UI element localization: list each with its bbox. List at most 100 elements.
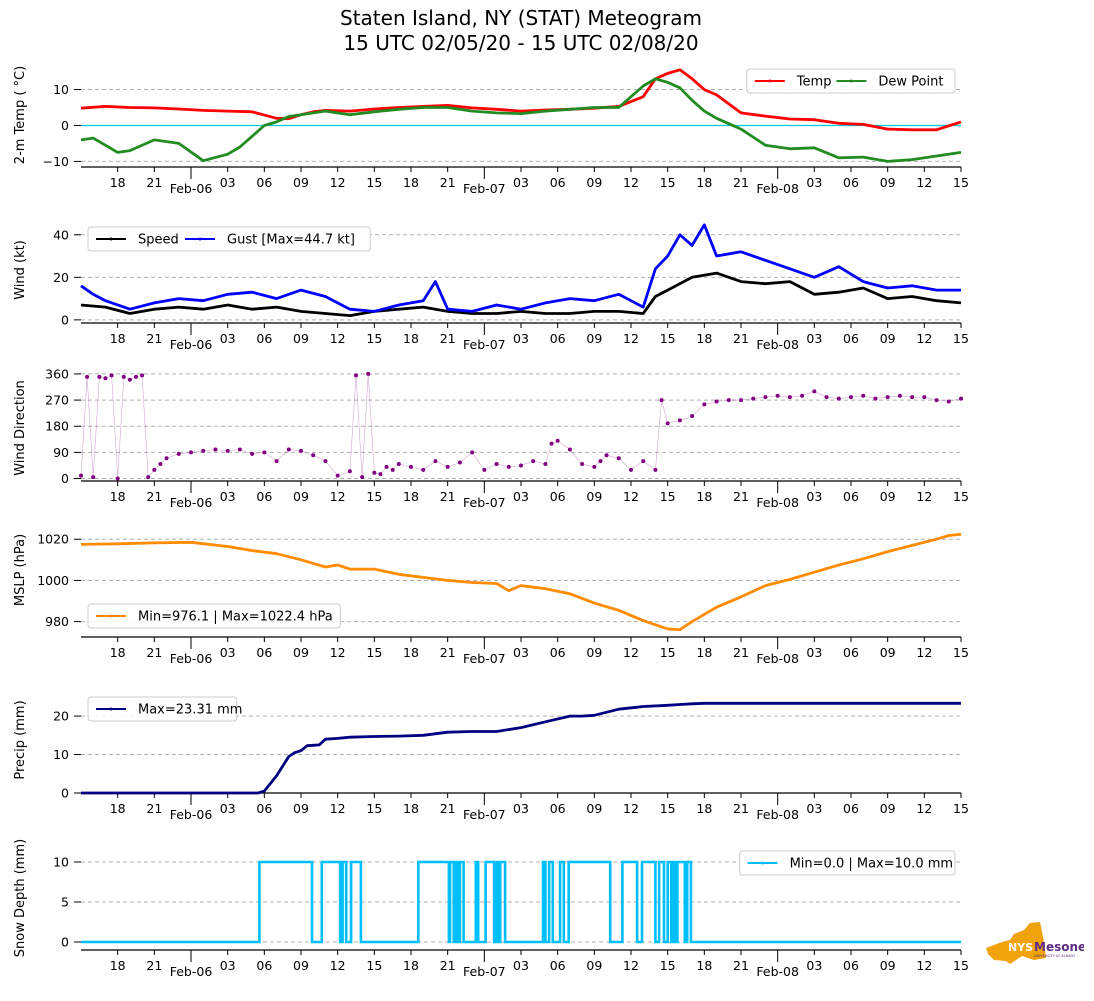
chart-title: Staten Island, NY (STAT) Meteogram 15 UT… [0,6,1042,56]
wind-direction-point [97,374,102,379]
wind-direction-point [91,475,96,480]
wind-direction-point [176,451,181,456]
panel-snow-depth: 0 5 10 Snow Depth (mm) 18 21 03 06 09 12 15 18 21 03 0… [13,839,969,979]
x-tick-label: 06 [256,175,272,190]
ny-state-shape-icon [986,922,1046,964]
legend-marker [761,861,765,865]
wind-direction-point [311,453,316,458]
x-tick-label: 15 [660,958,676,973]
x-tick-label: 12 [623,489,639,504]
wind-direction-point [519,463,523,468]
panel-wind: 0 20 40 Wind (kt) 18 21 03 06 09 12 15 18 21 03 06 09 12… [13,223,969,352]
x-tick-label: 03 [513,175,529,190]
wind-direction-point [109,373,114,378]
chart-title-line1: Staten Island, NY (STAT) Meteogram [340,6,702,30]
x-tick-label: 18 [110,958,126,973]
x-tick-label: 09 [586,801,602,816]
wind-direction-point [121,374,126,379]
nys-mesonet-logo: NYS Mesonet UNIVERSITY AT ALBANY [986,922,1084,964]
x-tick-label: 06 [550,331,566,346]
x-day-label: Feb-07 [463,651,506,666]
x-tick-label: 03 [220,801,236,816]
y-tick-label: 1020 [37,532,69,547]
wind-direction-point [201,448,206,453]
wind-direction-point [152,467,157,472]
x-tick-label: 18 [110,801,126,816]
x-day-label: Feb-08 [756,181,799,196]
logo-nys-text: NYS [1008,941,1033,954]
y-axis-label: MSLP (hPa) [13,534,28,606]
y-axis-label: Snow Depth (mm) [13,839,28,957]
wind-direction-point [531,459,536,464]
x-tick-label: 03 [806,645,822,660]
wind-direction-point [897,393,902,398]
x-tick-label: 21 [146,175,162,190]
x-day-label: Feb-08 [756,964,799,979]
panel-mslp: 980 1000 1020 MSLP (hPa) 18 21 03 06 09 12 15 18 21 0… [13,532,969,666]
x-tick-label: 03 [220,175,236,190]
legend-label: Max=23.31 mm [138,703,242,718]
wind-direction-point [189,450,193,455]
legend-label: Min=0.0 | Max=10.0 mm [790,857,953,872]
x-tick-label: 15 [953,331,969,346]
x-tick-label: 12 [916,801,932,816]
wind-direction-point [702,402,707,407]
x-tick-label: 12 [916,489,932,504]
x-day-label: Feb-06 [170,337,213,352]
y-axis-label: 2-m Temp ( °C) [13,66,28,164]
panel-precip: 0 10 20 Precip (mm) 18 21 03 06 09 12 15 18 21 03 06 09… [13,696,969,822]
x-tick-label: 03 [220,645,236,660]
wind-direction-point [360,475,365,480]
wind-direction-point [824,395,829,400]
wind-direction-point [665,421,670,426]
x-tick-label: 06 [550,645,566,660]
y-axis-label: Wind (kt) [13,240,28,300]
wind-direction-point [604,453,609,458]
x-tick-label: 18 [403,958,419,973]
y-tick-label: 270 [45,393,69,408]
x-tick-label: 18 [403,331,419,346]
wind-direction-point [836,396,841,401]
x-tick-label: 21 [146,801,162,816]
series-min-976-1-max-1022-4-hpa [80,532,962,632]
x-tick-label: 15 [953,489,969,504]
legend-label: Gust [Max=44.7 kt] [227,233,355,248]
x-day-label: Feb-08 [756,495,799,510]
y-tick-label: 360 [45,366,69,381]
wind-direction-point [659,398,664,403]
x-tick-label: 15 [953,958,969,973]
wind-direction-point [85,374,90,379]
x-tick-label: 21 [733,489,749,504]
wind-direction-point [873,396,878,401]
x-tick-label: 09 [880,958,896,973]
wind-direction-point [629,467,633,472]
x-day-label: Feb-08 [756,337,799,352]
x-tick-label: 18 [696,489,712,504]
x-tick-label: 18 [696,175,712,190]
series-min-0-0-max-10-0-mm [81,860,961,944]
x-tick-label: 06 [843,958,859,973]
wind-direction-point [543,462,548,467]
wind-direction-point [653,467,658,472]
x-tick-label: 12 [330,175,346,190]
y-tick-label: 40 [53,227,69,242]
y-tick-label: 0 [61,312,69,327]
x-tick-label: 18 [403,645,419,660]
x-tick-label: 15 [366,801,382,816]
y-tick-label: 0 [61,471,69,486]
y-tick-label: 90 [53,445,69,460]
x-tick-label: 15 [660,331,676,346]
x-tick-label: 21 [146,645,162,660]
y-tick-label: 1000 [37,573,69,588]
x-tick-label: 18 [110,331,126,346]
legend-temp: Temp Dew Point [746,68,956,94]
legend-precip: Max=23.31 mm [87,696,242,722]
wind-direction-point [549,441,554,446]
x-day-label: Feb-06 [170,964,213,979]
x-tick-label: 06 [256,958,272,973]
x-tick-label: 03 [806,331,822,346]
series-dew-point [80,77,962,163]
wind-direction-point [922,395,927,400]
y-tick-label: 10 [53,747,69,762]
